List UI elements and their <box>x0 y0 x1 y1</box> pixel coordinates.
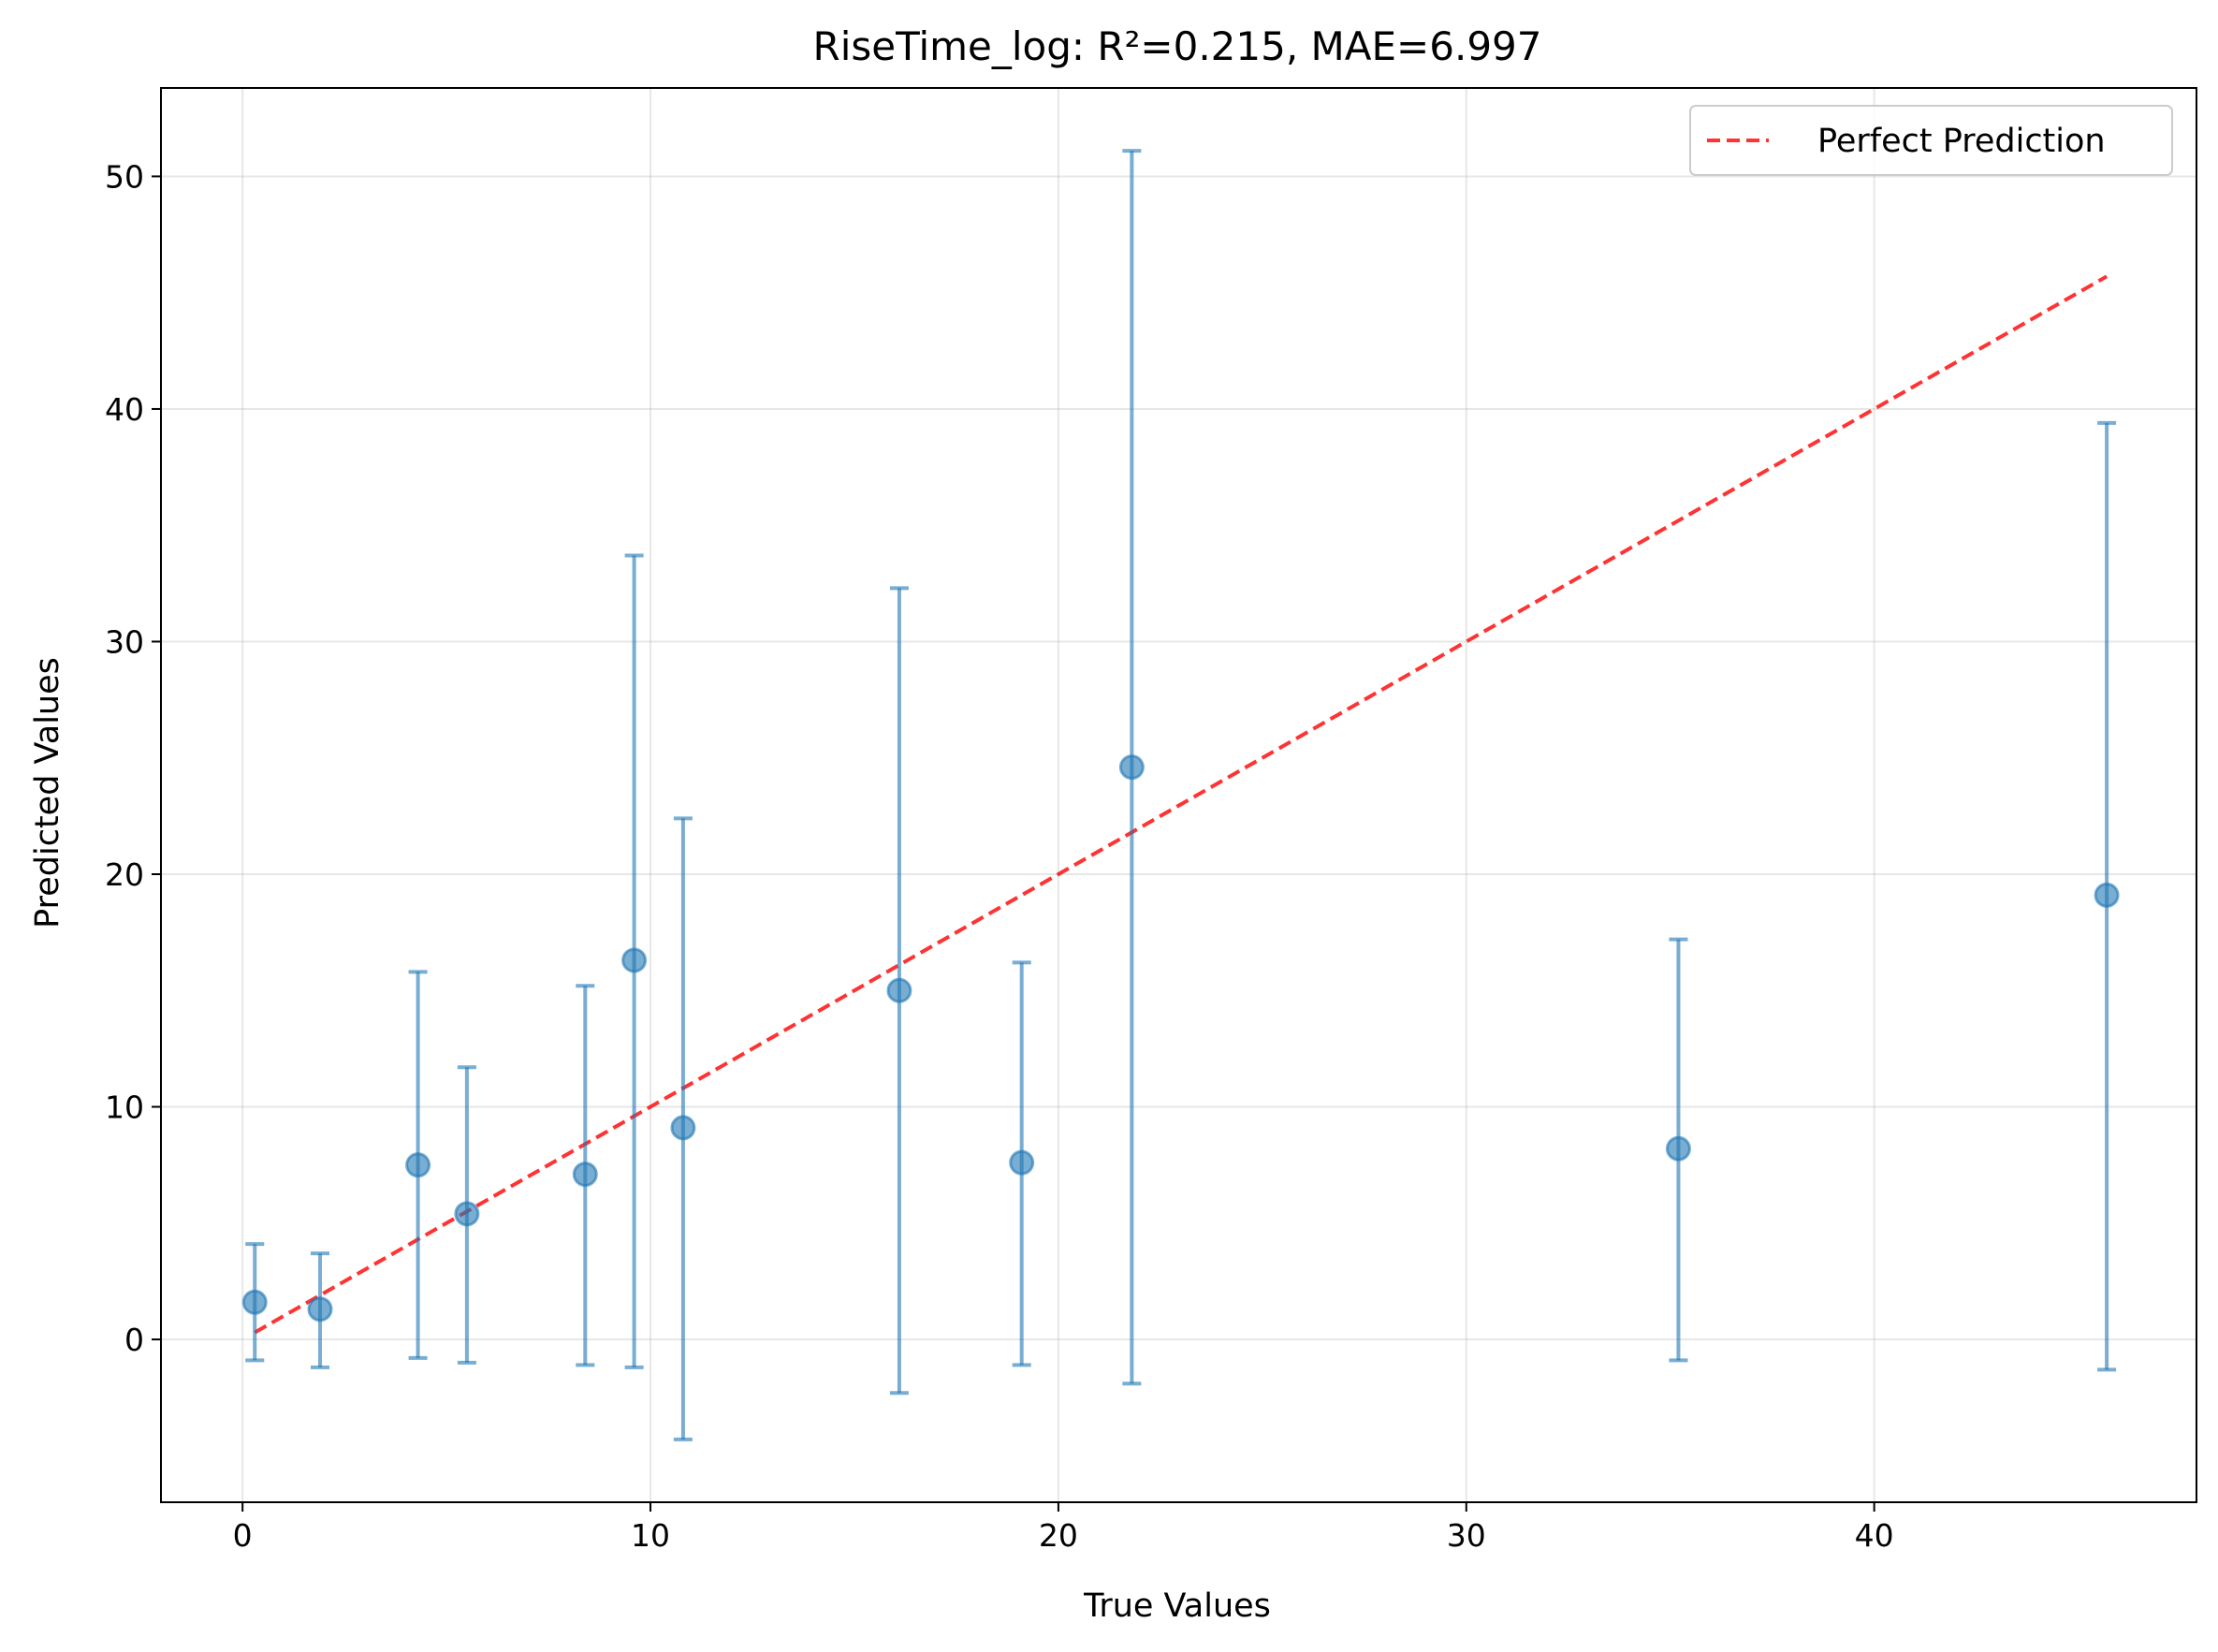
x-tick-label: 40 <box>1855 1517 1894 1554</box>
x-tick-label: 0 <box>233 1517 253 1554</box>
perfect-prediction-line <box>254 274 2109 1335</box>
data-point-group <box>572 984 598 1367</box>
data-point-group <box>1009 960 1035 1367</box>
reference-line-layer <box>254 274 2109 1335</box>
data-point <box>886 977 912 1003</box>
data-point <box>241 1289 268 1315</box>
legend-label-perfect-prediction: Perfect Prediction <box>1817 123 2106 160</box>
data-point <box>670 1115 696 1141</box>
y-tick-label: 40 <box>105 391 144 428</box>
data-point-group <box>1665 937 1691 1363</box>
data-point-group <box>241 1242 268 1363</box>
grid <box>161 88 2196 1502</box>
plot-area-frame <box>160 87 2197 1503</box>
data-point-group <box>670 816 696 1441</box>
legend: Perfect Prediction <box>1689 105 2173 176</box>
y-tick-label: 50 <box>105 158 144 195</box>
y-tick-label: 10 <box>105 1089 144 1126</box>
x-tick-label: 30 <box>1447 1517 1486 1554</box>
data-point <box>307 1296 333 1323</box>
data-point <box>1665 1135 1691 1162</box>
data-point <box>2094 882 2120 908</box>
data-points-layer <box>241 149 2120 1441</box>
x-tick-label: 10 <box>631 1517 670 1554</box>
data-point-group <box>405 970 431 1360</box>
data-point-group <box>621 553 648 1369</box>
axis-ticks: 0 10 20 30 40 0 10 20 30 40 50 <box>105 158 1894 1554</box>
data-point-group <box>454 1065 480 1365</box>
data-point <box>621 947 648 973</box>
data-point-group <box>1118 149 1145 1386</box>
y-tick-label: 20 <box>105 856 144 893</box>
data-point <box>1118 754 1145 781</box>
y-tick-label: 0 <box>124 1322 144 1358</box>
data-point <box>1009 1149 1035 1176</box>
data-point <box>454 1201 480 1227</box>
y-axis-label: Predicted Values <box>29 657 66 928</box>
data-point-group <box>2094 420 2120 1372</box>
data-point <box>572 1162 598 1188</box>
y-tick-label: 30 <box>105 623 144 660</box>
chart-title: RiseTime_log: R²=0.215, MAE=6.997 <box>813 23 1542 69</box>
data-point-group <box>886 586 912 1396</box>
x-axis-label: True Values <box>1083 1587 1271 1625</box>
data-point <box>405 1152 431 1178</box>
x-tick-label: 20 <box>1039 1517 1078 1554</box>
legend-box <box>1689 105 2173 176</box>
data-point-group <box>307 1251 333 1369</box>
